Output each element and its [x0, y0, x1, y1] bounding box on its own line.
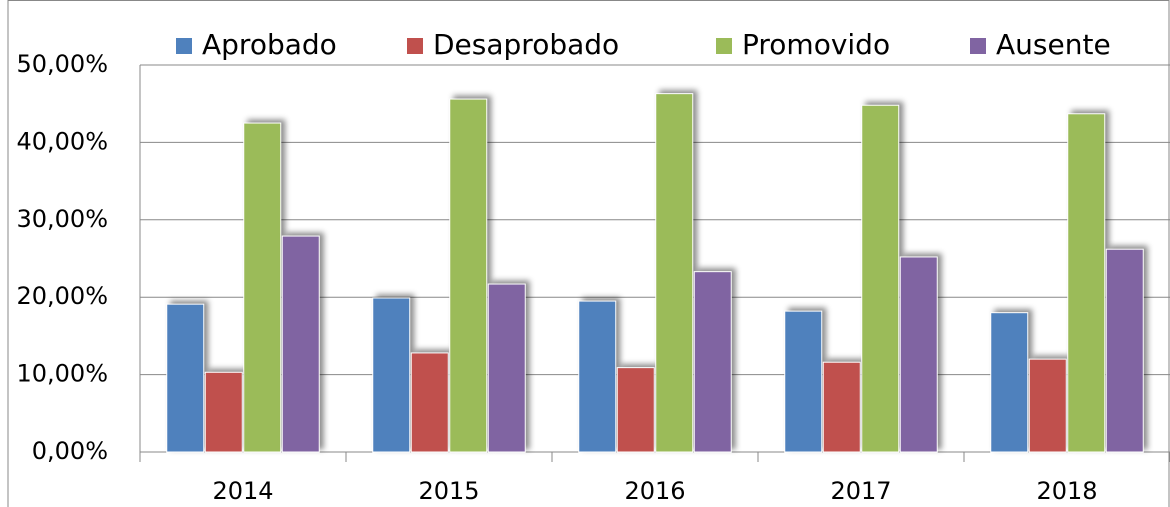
bar: [578, 300, 617, 453]
bar: [990, 312, 1029, 453]
bar: [616, 367, 655, 453]
legend-swatch: [716, 38, 732, 54]
bar: [822, 361, 861, 453]
bar: [1067, 113, 1106, 453]
y-tick-label: 10,00%: [16, 360, 108, 388]
legend-label: Promovido: [742, 28, 890, 61]
bar: [281, 235, 320, 453]
bar: [372, 297, 411, 453]
bar: [487, 283, 526, 453]
legend-label: Aprobado: [202, 28, 337, 61]
x-tick-label: 2016: [624, 477, 685, 505]
legend-swatch: [176, 38, 192, 54]
bar: [784, 310, 823, 453]
bar: [899, 256, 938, 453]
legend-swatch: [407, 38, 423, 54]
y-tick-label: 30,00%: [16, 205, 108, 233]
legend-swatch: [970, 38, 986, 54]
bar: [449, 98, 488, 453]
y-tick-label: 50,00%: [16, 50, 108, 78]
bar: [1105, 248, 1144, 453]
bar: [243, 122, 282, 453]
bar: [1028, 358, 1067, 453]
x-tick-label: 2014: [212, 477, 273, 505]
legend-label: Desaprobado: [433, 28, 619, 61]
bar: [204, 371, 243, 453]
bar: [166, 303, 205, 453]
y-tick-label: 20,00%: [16, 282, 108, 310]
bar: [693, 271, 732, 453]
legend-label: Ausente: [996, 28, 1111, 61]
y-tick-label: 0,00%: [32, 437, 108, 465]
chart-frame: [7, 0, 1170, 507]
x-tick-label: 2018: [1036, 477, 1097, 505]
bar: [410, 352, 449, 453]
y-tick-label: 40,00%: [16, 127, 108, 155]
x-tick-label: 2017: [830, 477, 891, 505]
x-tick-label: 2015: [418, 477, 479, 505]
bar: [655, 93, 694, 453]
bar: [861, 104, 900, 453]
